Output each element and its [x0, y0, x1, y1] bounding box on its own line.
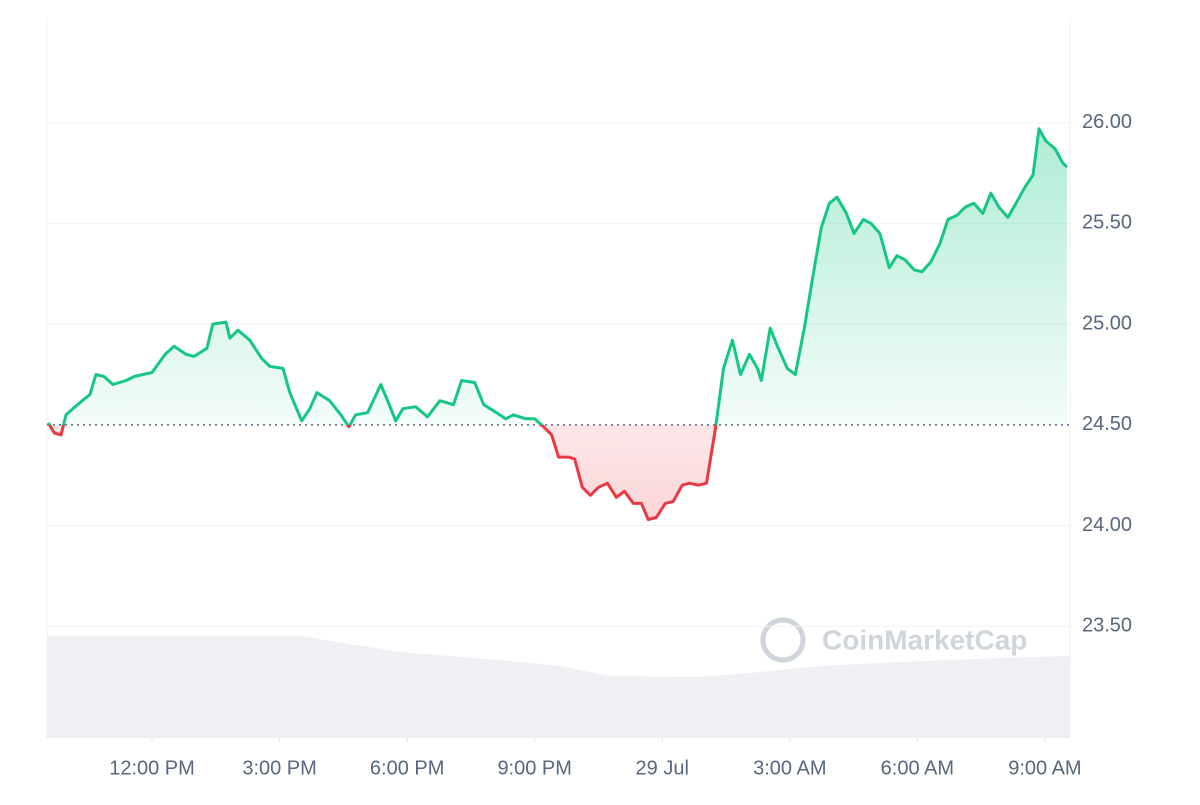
x-tick-label: 29 Jul	[636, 757, 689, 779]
x-tick-label: 3:00 AM	[753, 757, 826, 779]
watermark-text: CoinMarketCap	[822, 624, 1027, 655]
y-tick-label: 25.50	[1082, 212, 1132, 234]
y-tick-label: 23.50	[1082, 615, 1132, 637]
x-tick-label: 12:00 PM	[109, 757, 195, 779]
watermark-logo	[760, 617, 806, 663]
volume-area	[47, 636, 1070, 737]
y-tick-label: 24.50	[1082, 413, 1132, 435]
x-tick-label: 6:00 PM	[370, 757, 444, 779]
x-tick-label: 3:00 PM	[242, 757, 316, 779]
price-line	[47, 127, 1069, 521]
area-fill	[48, 128, 1068, 520]
watermark: CoinMarketCap	[760, 617, 1027, 663]
x-tick-label: 9:00 PM	[497, 757, 571, 779]
x-tick-label: 9:00 AM	[1008, 757, 1081, 779]
y-tick-label: 24.00	[1082, 514, 1132, 536]
y-tick-label: 25.00	[1082, 312, 1132, 334]
x-tick-label: 6:00 AM	[881, 757, 954, 779]
y-tick-label: 26.00	[1082, 111, 1132, 133]
